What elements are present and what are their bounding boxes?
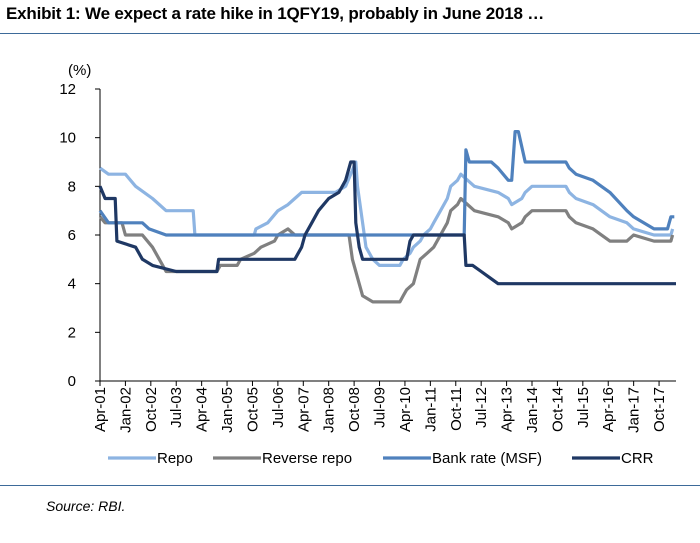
legend: Repo Reverse repo Bank rate (MSF) CRR [108,450,654,467]
y-tick-label: 12 [59,81,76,98]
source-rule [0,485,700,486]
x-tick-label: Oct-11 [448,387,465,431]
x-tick-label: Apr-16 [600,387,617,432]
x-tick-label: Jan-08 [321,387,338,433]
y-tick-label: 8 [68,178,76,195]
y-tick-label: 10 [59,130,76,147]
x-tick-label: Apr-13 [499,387,516,432]
y-axis: 0 2 4 6 8 10 12 [59,81,101,390]
x-tick-label: Oct-02 [143,387,160,432]
x-tick-label: Apr-07 [295,387,312,432]
series-line-1 [98,196,675,304]
x-axis: Apr-01 Jan-02 Oct-02 Jul-03 Apr-04 Jan-05 Oct-… [92,380,676,433]
x-tick-label: Jan-17 [626,387,643,433]
y-unit-label: (%) [68,62,91,79]
x-tick-label: Jul-09 [372,387,389,428]
series-line-3 [98,160,676,286]
series-line-2 [98,130,675,237]
title-rule [0,33,700,34]
source-note: Source: RBI. [46,498,126,514]
legend-label: Repo [157,450,193,467]
legend-label: Reverse repo [262,450,352,467]
x-tick-label: Apr-04 [194,387,211,432]
x-tick-label: Jul-15 [575,387,592,428]
legend-label: Bank rate (MSF) [432,450,542,467]
x-tick-label: Jan-11 [422,387,439,432]
series-line-0 [99,160,675,267]
x-tick-label: Jul-06 [270,387,287,428]
x-tick-label: Oct-14 [549,387,566,432]
x-tick-label: Jan-05 [219,387,236,433]
series-lines [98,130,676,304]
legend-label: CRR [621,450,654,467]
y-tick-label: 4 [68,276,76,293]
exhibit-title: Exhibit 1: We expect a rate hike in 1QFY… [6,4,545,23]
x-tick-label: Oct-17 [651,387,668,432]
y-tick-label: 2 [68,324,76,341]
x-tick-label: Jan-14 [524,387,541,433]
y-tick-label: 0 [68,373,76,390]
x-tick-label: Jan-02 [117,387,134,433]
x-tick-label: Oct-08 [346,387,363,432]
x-tick-label: Oct-05 [244,387,261,432]
x-tick-label: Jul-03 [168,387,185,428]
x-tick-label: Jul-12 [473,387,490,428]
x-tick-label: Apr-10 [397,387,414,432]
y-tick-label: 6 [68,227,76,244]
x-tick-label: Apr-01 [92,387,109,432]
